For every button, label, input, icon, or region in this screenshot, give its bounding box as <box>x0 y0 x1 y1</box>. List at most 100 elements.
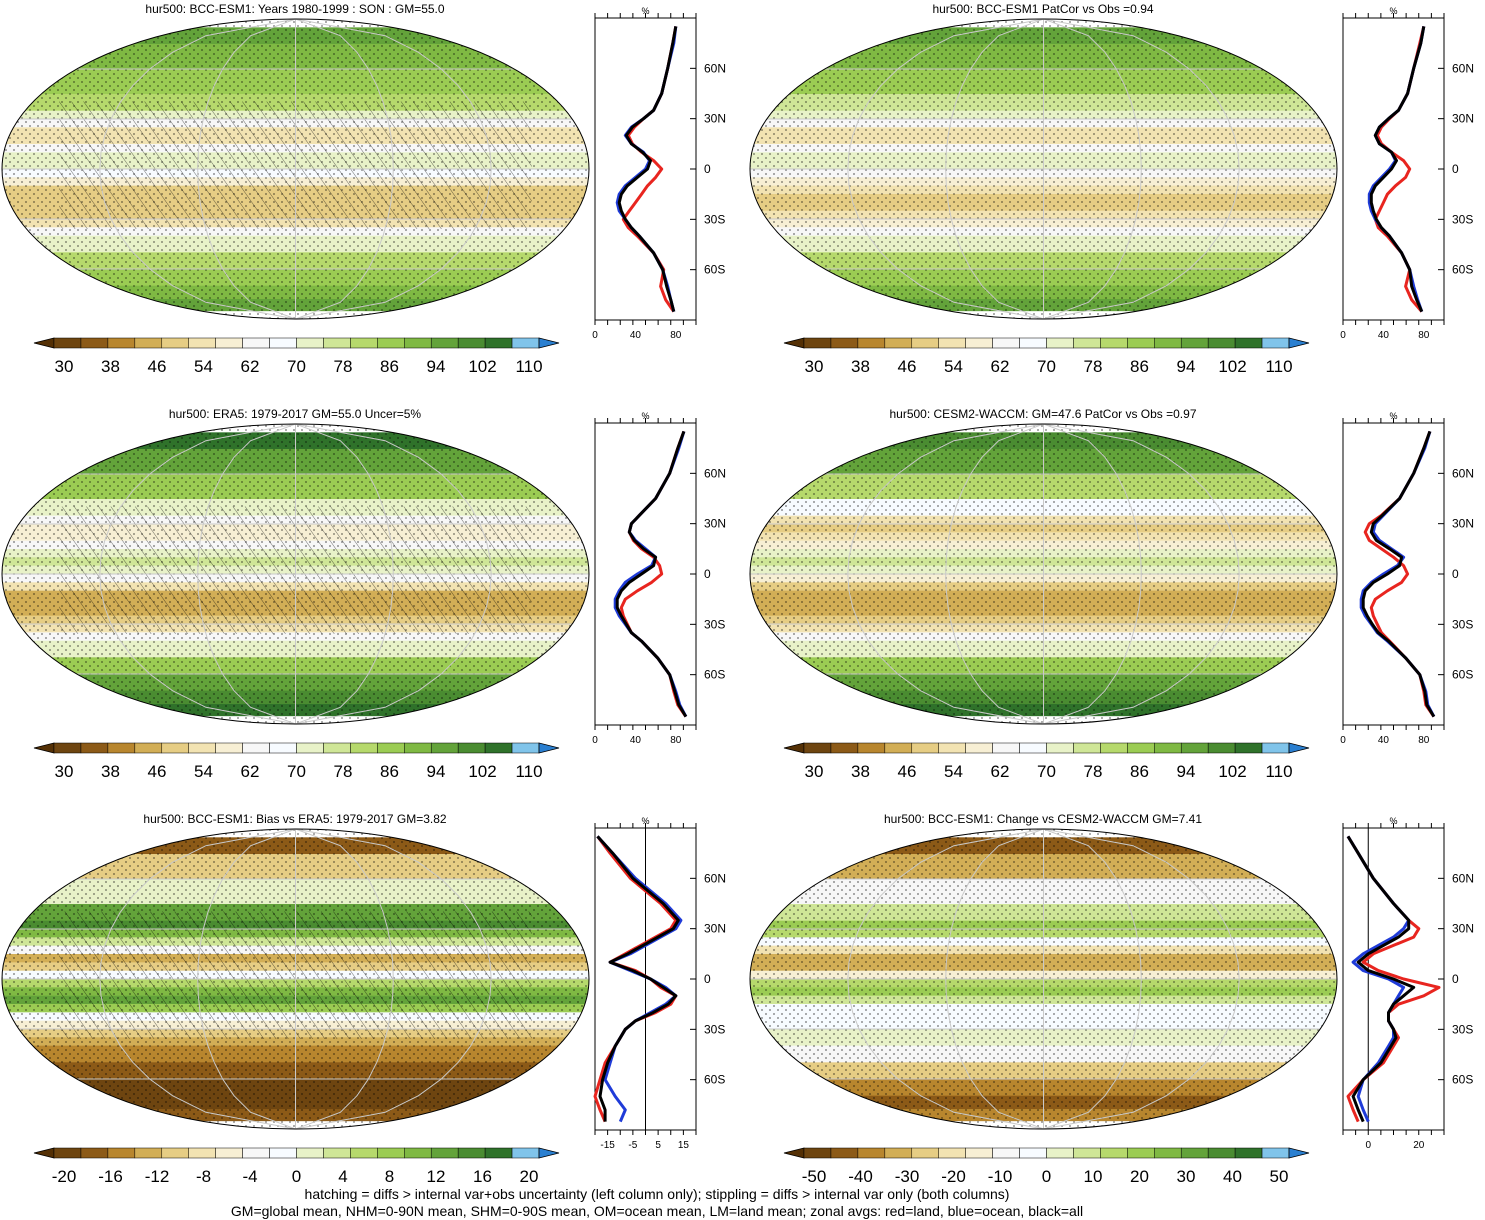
colorbar-4: 30 38 46 54 62 70 78 86 94 102 110 <box>783 742 1310 781</box>
colorbar-label: 54 <box>194 357 213 376</box>
colorbar-swatch <box>857 337 886 349</box>
zonal-unit: % <box>1389 816 1397 826</box>
colorbar-swatch <box>404 1147 432 1159</box>
colorbar-swatch <box>323 742 351 754</box>
colorbar-right-cap <box>538 337 560 349</box>
zonal-line-all <box>617 26 678 312</box>
colorbar-swatch <box>323 337 351 349</box>
colorbar-swatch <box>511 742 540 754</box>
colorbar-left-cap <box>783 742 805 754</box>
meridian-line <box>197 424 296 724</box>
colorbar-label: 78 <box>334 762 353 781</box>
colorbar-label: 70 <box>287 357 306 376</box>
colorbar-swatch <box>992 742 1020 754</box>
zonal-xtick-label: 0 <box>1340 735 1346 746</box>
colorbar-swatch <box>134 742 163 754</box>
colorbar-swatch <box>53 742 82 754</box>
meridian-line <box>99 829 296 1129</box>
zonal-xtick-label: 5 <box>655 1140 661 1151</box>
colorbar-swatch <box>269 742 297 754</box>
colorbar-swatch <box>188 337 216 349</box>
panel-title: hur500: CESM2-WACCM: GM=47.6 PatCor vs O… <box>889 407 1196 421</box>
colorbar-swatch <box>242 1147 270 1159</box>
colorbar-swatch <box>803 1147 832 1159</box>
colorbar-right-cap <box>538 742 560 754</box>
colorbar-label: 38 <box>101 357 120 376</box>
colorbar-right-cap <box>1288 337 1310 349</box>
colorbar-swatch <box>830 337 859 349</box>
colorbar-swatch <box>1046 337 1074 349</box>
colorbar-label: -30 <box>895 1167 920 1186</box>
colorbar-label: -12 <box>145 1167 170 1186</box>
colorbar-label: -4 <box>242 1167 257 1186</box>
colorbar-swatch <box>350 742 378 754</box>
lat-label: 0 <box>704 972 711 986</box>
lat-label: 30S <box>704 617 725 631</box>
meridian-line <box>99 19 296 319</box>
colorbar-swatch <box>430 1147 459 1159</box>
colorbar-label: 78 <box>334 357 353 376</box>
colorbar-swatch <box>323 1147 351 1159</box>
colorbar-label: 30 <box>805 357 824 376</box>
colorbar-swatch <box>938 1147 966 1159</box>
meridian-line <box>295 829 394 1129</box>
colorbar-label: 20 <box>1130 1167 1149 1186</box>
colorbar-label: 46 <box>898 357 917 376</box>
colorbar-swatch <box>1234 742 1263 754</box>
lat-label: 30N <box>704 112 726 126</box>
colorbar-swatch <box>1234 337 1263 349</box>
colorbar-swatch <box>1180 337 1209 349</box>
zonal-line-all <box>615 430 688 718</box>
zonal-xtick-label: 0 <box>1340 330 1346 341</box>
map-panel-2: hur500: BCC-ESM1 PatCor vs Obs =0.94 <box>749 2 1338 320</box>
lat-label: 30S <box>1452 212 1473 226</box>
colorbar-swatch <box>511 1147 540 1159</box>
colorbar-swatch <box>107 337 136 349</box>
panel-title: hur500: ERA5: 1979-2017 GM=55.0 Uncer=5% <box>169 407 421 421</box>
colorbar-swatch <box>830 1147 859 1159</box>
colorbar-swatch <box>430 337 459 349</box>
colorbar-swatch <box>1154 337 1182 349</box>
colorbar-swatch <box>1019 337 1047 349</box>
lat-label: 60N <box>704 61 726 75</box>
colorbar-swatch <box>965 742 993 754</box>
map-panel-5: hur500: BCC-ESM1: Bias vs ERA5: 1979-201… <box>1 812 590 1130</box>
colorbar-swatch <box>296 1147 324 1159</box>
colorbar-swatch <box>242 337 270 349</box>
zonal-xtick-label: 20 <box>1413 1140 1425 1151</box>
zonal-frame <box>594 422 697 726</box>
colorbar-label: 30 <box>55 762 74 781</box>
colorbar-label: 102 <box>468 762 496 781</box>
meridian-line <box>197 829 296 1129</box>
colorbar-swatch <box>1100 742 1128 754</box>
colorbar-label: -16 <box>98 1167 123 1186</box>
meridian-line <box>295 424 492 724</box>
colorbar-label: -40 <box>848 1167 873 1186</box>
colorbar-swatch <box>1100 337 1128 349</box>
colorbar-swatch <box>1019 742 1047 754</box>
lat-label: 60S <box>1452 668 1473 682</box>
colorbar-label: -50 <box>802 1167 827 1186</box>
colorbar-swatch <box>1180 742 1209 754</box>
colorbar-label: 30 <box>805 762 824 781</box>
zonal-unit: % <box>1389 6 1397 16</box>
zonal-xtick-label: 15 <box>678 1140 690 1151</box>
panel-title: hur500: BCC-ESM1: Bias vs ERA5: 1979-201… <box>143 812 446 826</box>
colorbar-label: 102 <box>468 357 496 376</box>
colorbar-swatch <box>484 742 513 754</box>
colorbar-swatch <box>269 1147 297 1159</box>
colorbar-label: -8 <box>196 1167 211 1186</box>
colorbar-label: 46 <box>148 357 167 376</box>
zonal-xtick-label: 40 <box>1378 330 1390 341</box>
colorbar-label: 38 <box>101 762 120 781</box>
colorbar-swatch <box>803 337 832 349</box>
colorbar-swatch <box>1100 1147 1128 1159</box>
colorbar-label: 62 <box>241 357 260 376</box>
zonal-xtick-label: 40 <box>630 330 642 341</box>
meridian-line <box>945 829 1044 1129</box>
colorbar-label: 86 <box>380 762 399 781</box>
colorbar-right-cap <box>1288 742 1310 754</box>
colorbar-1: 30 38 46 54 62 70 78 86 94 102 110 <box>33 337 560 376</box>
colorbar-swatch <box>911 337 939 349</box>
meridian-line <box>295 829 492 1129</box>
